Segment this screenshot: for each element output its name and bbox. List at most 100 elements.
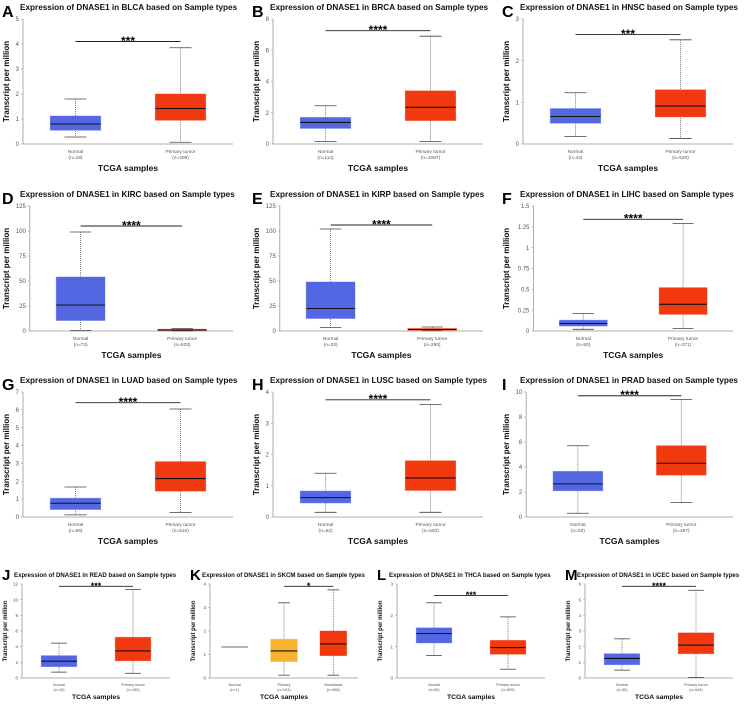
panel-letter: C [502, 4, 514, 21]
group-n: (n=290) [424, 342, 441, 348]
group-n: (n=59) [428, 688, 440, 692]
y-tick-label: 8 [15, 613, 18, 618]
y-tick-label: 2 [16, 479, 20, 485]
group-n: (n=497) [673, 528, 690, 534]
iqr-box [49, 497, 102, 510]
group-label: Primary tumor [165, 522, 196, 528]
x-axis-label: TCGA samples [635, 694, 683, 701]
group-label: Primary tumor [415, 522, 446, 528]
panel-f: F Expression of DNASE1 in LIHC based on S… [502, 190, 734, 360]
panel-d: D Expression of DNASE1 in KIRC based on S… [2, 190, 235, 360]
y-tick-label: 0 [516, 142, 520, 148]
y-tick-label: 2 [519, 490, 523, 496]
y-tick-label: 75 [19, 254, 26, 260]
y-tick-label: 5 [16, 426, 20, 432]
iqr-box [404, 460, 457, 491]
group-n: (n=52) [319, 528, 333, 534]
box-primary-tumor [654, 39, 707, 139]
significance-stars: **** [119, 395, 138, 409]
y-axis-label: Transcript per million [2, 228, 11, 309]
chart-title: Expression of DNASE1 in BLCA based on Sa… [20, 3, 238, 12]
y-axis-label: Transcript per million [191, 600, 197, 661]
panel-i: I Expression of DNASE1 in PRAD based on S… [502, 376, 739, 546]
panel-letter: G [2, 377, 14, 394]
y-tick-label: 3 [266, 421, 270, 427]
group-label: Normal [73, 336, 88, 342]
y-tick-label: 0 [16, 515, 20, 521]
box-normal [549, 92, 602, 137]
iqr-box [299, 490, 352, 504]
panel-l: L Expression of DNASE1 in THCA based on S… [377, 567, 551, 701]
y-tick-label: 0 [266, 515, 270, 521]
y-tick-label: 4 [16, 444, 20, 450]
y-axis-label: Transcript per million [566, 600, 572, 661]
y-tick-label: 0 [22, 329, 26, 335]
iqr-box [305, 281, 356, 319]
y-tick-label: 6 [578, 582, 581, 587]
box-normal [55, 231, 106, 331]
box-primary-tumor [157, 328, 207, 332]
panel-letter: D [2, 191, 14, 208]
y-tick-label: 3 [516, 17, 520, 23]
group-n: (n=505) [501, 688, 515, 692]
y-tick-label: 125 [16, 204, 27, 210]
group-label: Primary [277, 683, 290, 687]
panel-letter: K [190, 567, 201, 584]
box-normal [603, 638, 641, 671]
panel-h: H Expression of DNASE1 in LUSC based on S… [252, 376, 488, 546]
group-label: Primary tumor [167, 336, 198, 342]
panel-letter: I [502, 377, 506, 394]
y-tick-label: 0 [578, 676, 581, 681]
y-tick-label: 6 [266, 48, 270, 54]
group-label: Normal [318, 149, 333, 155]
group-n: (n=371) [675, 342, 692, 348]
box-normal [49, 98, 102, 138]
significance-stars: * [307, 581, 311, 591]
chart-title: Expression of DNASE1 in LUSC based on Sa… [270, 376, 487, 385]
chart-title: Expression of DNASE1 in THCA based on Sa… [389, 572, 551, 579]
box-primary-tumor [404, 404, 457, 513]
y-tick-label: 2 [516, 59, 520, 65]
y-tick-label: 0.25 [518, 308, 530, 314]
significance-stars: **** [624, 212, 643, 226]
y-axis-label: Transcript per million [252, 228, 261, 309]
panel-g: G Expression of DNASE1 in LUAD based on S… [2, 376, 238, 546]
y-tick-label: 2 [203, 629, 206, 634]
y-tick-label: 0 [272, 329, 276, 335]
x-axis-label: TCGA samples [351, 350, 411, 360]
y-tick-label: 0.5 [521, 287, 530, 293]
iqr-box [270, 638, 298, 662]
box-normal [415, 602, 453, 656]
significance-stars: **** [369, 392, 388, 406]
y-tick-label: 1 [16, 497, 20, 503]
x-axis-label: TCGA samples [260, 694, 308, 701]
y-tick-label: 0 [390, 676, 393, 681]
y-tick-label: 0 [203, 676, 206, 681]
group-label: Primary tumor [165, 149, 196, 155]
x-axis-label: TCGA samples [101, 350, 161, 360]
x-axis-label: TCGA samples [72, 694, 120, 701]
panel-a: A Expression of DNASE1 in BLCA based on S… [2, 3, 238, 173]
group-n: (n=50) [576, 342, 590, 348]
group-label: Normal [568, 149, 583, 155]
y-axis-label: Transcript per million [3, 600, 9, 661]
panel-letter: H [252, 377, 264, 394]
chart-title: Expression of DNASE1 in READ based on Sa… [14, 572, 177, 579]
box-primary-tumor [658, 223, 708, 329]
y-tick-label: 6 [16, 408, 20, 414]
y-tick-label: 4 [203, 582, 206, 587]
y-tick-label: 8 [266, 17, 270, 23]
chart-title: Expression of DNASE1 in LIHC based on Sa… [520, 190, 734, 199]
y-tick-label: 25 [19, 304, 26, 310]
y-tick-label: 3 [578, 629, 581, 634]
group-n: (n=19) [69, 155, 83, 161]
y-tick-label: 0 [266, 142, 270, 148]
panel-j: J Expression of DNASE1 in READ based on S… [2, 567, 177, 701]
y-tick-label: 1.5 [521, 204, 530, 210]
y-tick-label: 1.25 [518, 225, 530, 231]
chart-title: Expression of DNASE1 in PRAD based on Sa… [520, 376, 738, 385]
panel-letter: L [377, 567, 386, 584]
significance-stars: **** [652, 581, 667, 591]
group-n: (n=1097) [421, 155, 441, 161]
y-tick-label: 1 [203, 652, 206, 657]
